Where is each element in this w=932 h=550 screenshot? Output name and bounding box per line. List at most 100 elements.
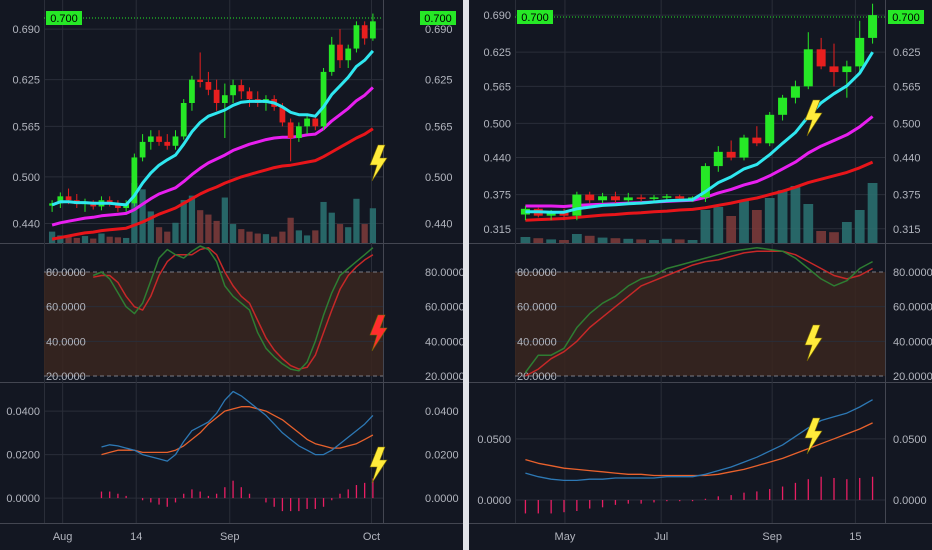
left-volume-bar: [254, 233, 261, 243]
right-volume-bar: [636, 239, 647, 243]
right-candle-body[interactable]: [803, 49, 813, 87]
left-candle-body[interactable]: [189, 79, 195, 103]
left-candle-body[interactable]: [328, 44, 335, 72]
left-volume-bar: [106, 236, 113, 243]
right-stoch-tick-label: 80.0000: [893, 267, 932, 279]
right-candle-body[interactable]: [752, 137, 762, 144]
right-candle-body[interactable]: [726, 151, 736, 158]
left-stoch-tick-label: 60.0000: [425, 302, 465, 314]
right-candle-body[interactable]: [572, 194, 582, 216]
left-candle-body[interactable]: [172, 136, 179, 146]
right-volume-bar: [739, 201, 749, 243]
left-candle-body[interactable]: [320, 71, 327, 127]
left-candle-body[interactable]: [361, 25, 368, 39]
right-price-tick-label: 0.565: [893, 81, 921, 93]
left-candle-body[interactable]: [180, 103, 187, 137]
right-candle-body[interactable]: [778, 97, 788, 115]
right-candle-body[interactable]: [842, 66, 852, 73]
right-candle-body[interactable]: [855, 37, 865, 67]
right-x-tick-label: 15: [849, 531, 861, 543]
left-candle-body[interactable]: [213, 89, 220, 103]
right-ema-mid-line: [525, 115, 874, 208]
right-price-tick-label: 0.440: [893, 153, 921, 165]
right-chart-panel[interactable]: MayJulSep150.6900.6900.6250.6250.5650.56…: [469, 0, 932, 543]
right-candle-body[interactable]: [546, 212, 556, 216]
right-candle-body[interactable]: [598, 196, 608, 201]
left-volume-bar: [205, 214, 212, 243]
left-x-tick-label: Oct: [363, 531, 380, 543]
left-ema-fast-line: [51, 49, 375, 207]
left-candle-body[interactable]: [287, 122, 294, 138]
left-candle-body[interactable]: [57, 196, 64, 204]
left-volume-bar: [155, 227, 163, 243]
right-candle-body[interactable]: [636, 197, 646, 199]
right-volume-bar: [700, 210, 711, 243]
left-candle-body[interactable]: [279, 106, 286, 123]
right-candle-body[interactable]: [765, 114, 775, 144]
left-candle-body[interactable]: [370, 21, 376, 39]
right-candle-body[interactable]: [559, 212, 569, 216]
right-stoch-tick-label: 40.0000: [893, 336, 932, 348]
left-current-price-text-left: 0.700: [50, 13, 78, 25]
right-candle-body[interactable]: [739, 137, 749, 158]
left-candle-body[interactable]: [221, 95, 228, 103]
right-candle-body[interactable]: [713, 151, 723, 167]
right-candle-body[interactable]: [700, 166, 710, 198]
left-candle-body[interactable]: [205, 82, 212, 90]
right-candle-body[interactable]: [868, 15, 878, 38]
left-price-tick-label: 0.440: [425, 219, 453, 231]
left-stoch-tick-label-left: 60.0000: [46, 302, 86, 314]
right-volume-bar: [520, 237, 531, 243]
left-candle-body[interactable]: [197, 79, 204, 82]
right-candle-body[interactable]: [610, 196, 620, 201]
left-candle-body[interactable]: [337, 44, 343, 61]
right-price-tick-label: 0.375: [893, 190, 921, 202]
right-candle-body[interactable]: [649, 197, 659, 199]
left-candle-body[interactable]: [156, 136, 162, 142]
right-candle-body[interactable]: [675, 196, 685, 199]
left-volume-bar: [229, 224, 237, 243]
right-volume-bar: [854, 210, 865, 243]
left-volume-bar: [369, 208, 377, 243]
left-candle-body[interactable]: [131, 157, 138, 204]
left-candle-body[interactable]: [230, 85, 236, 96]
left-chart-panel[interactable]: Aug 14 Sep Oct 0.690 0.690 0.625 0.625 0.565 0.56…: [0, 0, 465, 543]
right-candle-body[interactable]: [790, 86, 800, 98]
right-macd-tick-label-left: 0.0000: [477, 495, 511, 507]
right-volume-bar: [867, 183, 878, 243]
right-stoch-tick-label-left: 80.0000: [517, 267, 557, 279]
left-candle-body[interactable]: [139, 141, 146, 158]
right-volume-bar: [584, 235, 595, 243]
right-volume-bar: [829, 232, 839, 243]
left-candle-body[interactable]: [304, 118, 310, 127]
right-candle-body[interactable]: [816, 49, 826, 67]
left-candle-body[interactable]: [353, 25, 360, 49]
right-volume-bar: [816, 231, 827, 243]
right-price-tick-label-left: 0.690: [483, 10, 511, 22]
right-ema-slow-line: [525, 160, 874, 222]
left-candle-body[interactable]: [238, 85, 245, 92]
left-candle-body[interactable]: [115, 204, 121, 208]
panel-splitter[interactable]: [463, 0, 469, 550]
right-volume-bar: [661, 238, 672, 243]
right-price-tick-label-left: 0.440: [483, 153, 511, 165]
right-price-tick-label: 0.315: [893, 224, 921, 236]
left-candle-body[interactable]: [164, 141, 171, 146]
left-volume-bar: [353, 198, 360, 243]
right-stoch-tick-label-left: 20.0000: [517, 371, 557, 383]
left-candle-body[interactable]: [65, 196, 72, 201]
left-volume-bar: [279, 231, 286, 243]
left-stoch-tick-label: 20.0000: [425, 371, 465, 383]
right-candle-body[interactable]: [662, 196, 672, 198]
left-volume-bar: [81, 236, 89, 243]
right-candle-body[interactable]: [623, 197, 633, 201]
left-candle-body[interactable]: [345, 48, 352, 61]
left-current-price-badge-left: [46, 11, 82, 25]
left-candle-body[interactable]: [246, 91, 253, 100]
right-candle-body[interactable]: [585, 194, 595, 201]
left-candle-body[interactable]: [295, 126, 302, 138]
right-price-tick-label-left: 0.315: [483, 224, 511, 236]
left-candle-body[interactable]: [312, 118, 319, 127]
right-candle-body[interactable]: [829, 66, 839, 73]
left-candle-body[interactable]: [147, 136, 154, 142]
